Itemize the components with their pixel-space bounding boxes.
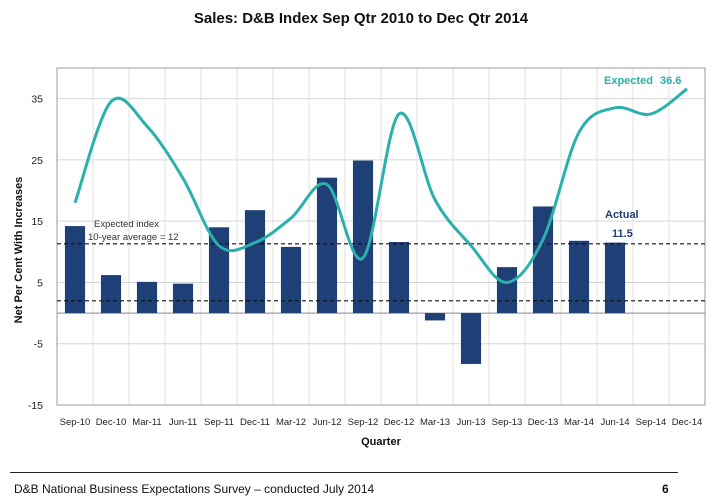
expected-annotation-value: 36.6 bbox=[660, 75, 681, 87]
x-axis-label: Quarter bbox=[361, 436, 401, 448]
bar-Sep-11 bbox=[208, 227, 230, 314]
y-tick-label: 15 bbox=[31, 216, 43, 228]
x-tick-label: Dec-13 bbox=[528, 417, 559, 428]
footer-survey-text: D&B National Business Expectations Surve… bbox=[14, 482, 375, 496]
reference-lines bbox=[57, 243, 705, 302]
y-tick-label: -5 bbox=[34, 339, 43, 351]
y-tick-label: 35 bbox=[31, 94, 43, 106]
y-tick-label: 25 bbox=[31, 155, 43, 167]
expected-series-line bbox=[73, 87, 688, 284]
bar-Sep-13 bbox=[496, 267, 518, 314]
x-tick-label: Jun-12 bbox=[312, 417, 341, 428]
ref-label-ten-year-average: 10-year average = 12 bbox=[88, 232, 179, 243]
x-tick-label: Mar-14 bbox=[564, 417, 594, 428]
bar-Dec-13 bbox=[532, 206, 554, 314]
x-axis-ticks: Sep-10 Dec-10 Mar-11 Jun-11 Sep-11 Dec-11 Mar-… bbox=[60, 417, 703, 428]
x-tick-label: Jun-14 bbox=[600, 417, 629, 428]
x-tick-label: Sep-14 bbox=[636, 417, 667, 428]
sales-chart: Sales: D&B Index Sep Qtr 2010 to Dec Qtr… bbox=[13, 10, 706, 448]
y-axis-label: Net Per Cent With Increases bbox=[13, 177, 25, 324]
x-tick-label: Dec-10 bbox=[96, 417, 127, 428]
bar-Sep-12 bbox=[352, 160, 374, 314]
y-tick-label: 5 bbox=[37, 277, 43, 289]
x-tick-label: Jun-11 bbox=[169, 417, 197, 428]
actual-annotation-value: 11.5 bbox=[612, 228, 633, 240]
y-tick-label: -15 bbox=[28, 400, 43, 412]
bar-Dec-12 bbox=[388, 242, 410, 314]
x-tick-label: Jun-13 bbox=[456, 417, 485, 428]
plot-area bbox=[56, 67, 706, 406]
x-tick-label: Mar-13 bbox=[420, 417, 450, 428]
x-tick-label: Mar-11 bbox=[132, 417, 161, 428]
bar-Mar-11 bbox=[136, 281, 158, 314]
bar-Mar-14 bbox=[568, 240, 590, 314]
x-tick-label: Dec-14 bbox=[672, 417, 703, 428]
x-tick-label: Sep-13 bbox=[492, 417, 523, 428]
expected-annotation-word: Expected bbox=[604, 75, 653, 87]
actual-bars bbox=[64, 160, 626, 364]
bar-Jun-14 bbox=[604, 242, 626, 314]
bar-Jun-12 bbox=[316, 177, 338, 314]
expected-annotation-label: Expected 36.6 bbox=[604, 75, 681, 87]
x-tick-label: Dec-12 bbox=[384, 417, 415, 428]
bar-Mar-12 bbox=[280, 246, 302, 314]
bar-Mar-13 bbox=[424, 313, 446, 321]
bar-Jun-13 bbox=[460, 313, 482, 364]
footer-page-number: 6 bbox=[662, 482, 669, 496]
bar-Sep-10 bbox=[64, 226, 86, 314]
x-tick-label: Dec-11 bbox=[240, 417, 270, 428]
x-tick-label: Mar-12 bbox=[276, 417, 306, 428]
bar-Dec-10 bbox=[100, 275, 122, 314]
bar-Jun-11 bbox=[172, 283, 194, 314]
y-axis-ticks: 35 25 15 5 -5 -15 bbox=[28, 94, 43, 412]
bar-Dec-11 bbox=[244, 210, 266, 314]
x-tick-label: Sep-11 bbox=[204, 417, 234, 428]
footer-divider bbox=[10, 472, 678, 473]
actual-annotation-label: Actual bbox=[605, 209, 639, 221]
chart-title: Sales: D&B Index Sep Qtr 2010 to Dec Qtr… bbox=[194, 10, 529, 27]
ref-label-expected-index: Expected index bbox=[94, 219, 159, 230]
x-tick-label: Sep-12 bbox=[348, 417, 379, 428]
x-tick-label: Sep-10 bbox=[60, 417, 91, 428]
